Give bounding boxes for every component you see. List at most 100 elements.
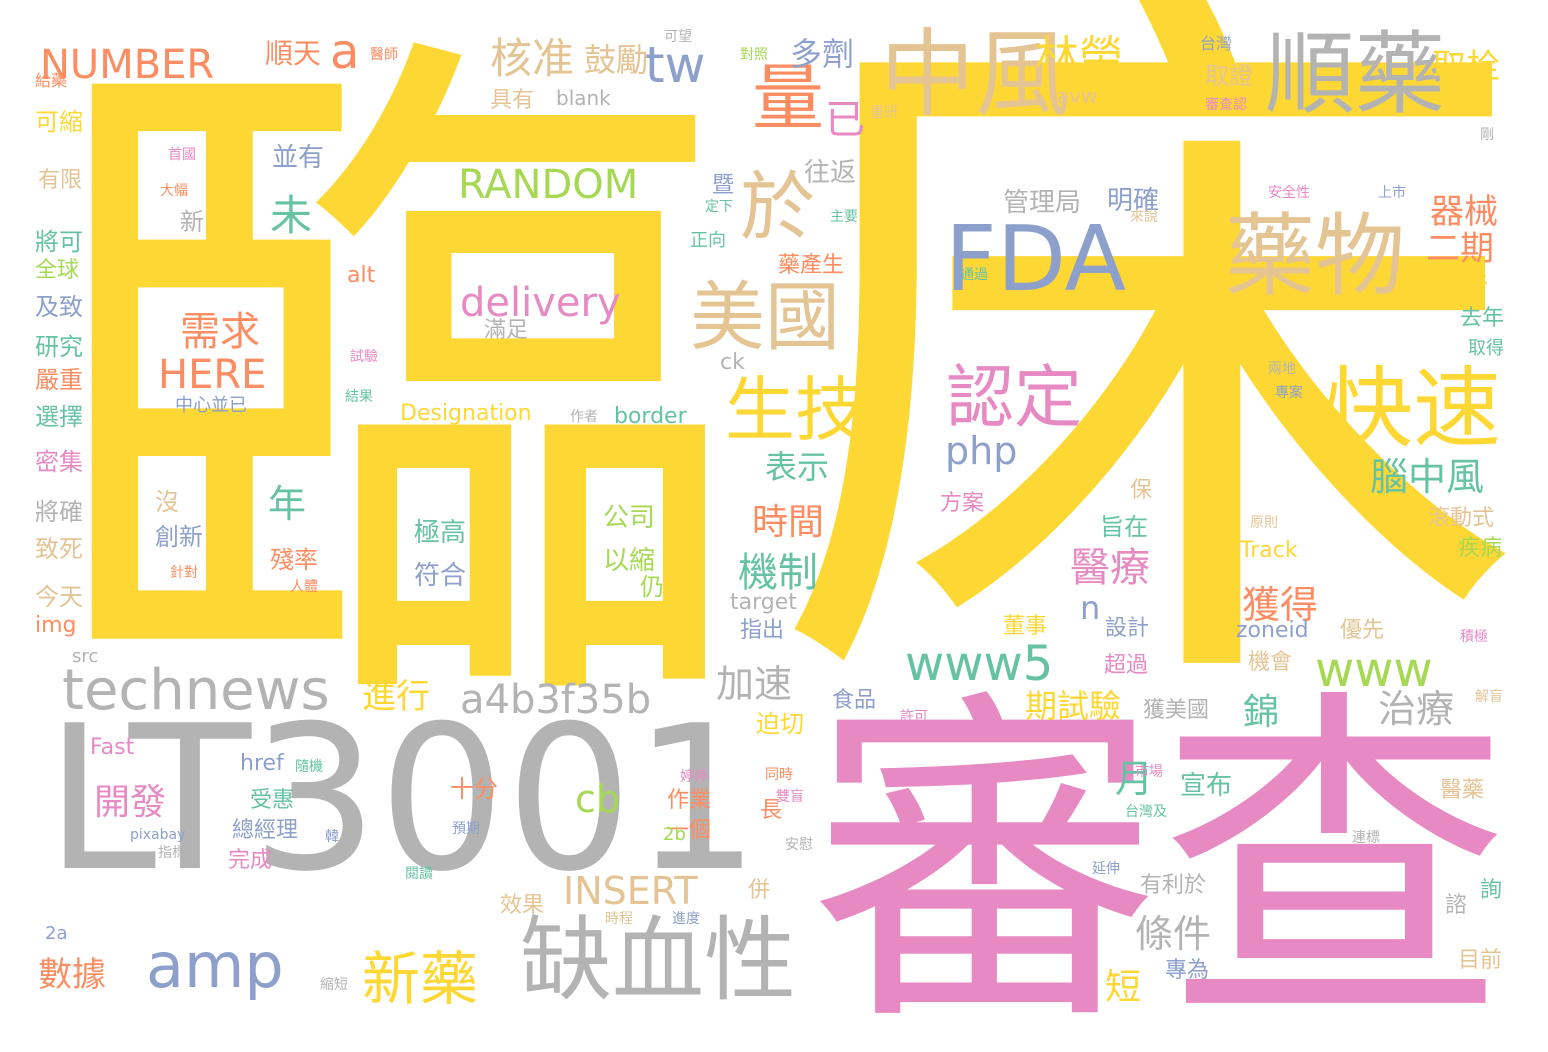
cloud-word: 指出 [740, 618, 785, 643]
cloud-word: border [614, 404, 687, 429]
cloud-word: www [1315, 642, 1433, 698]
cloud-word: 公司 [603, 503, 656, 533]
cloud-word: 期試驗 [1025, 687, 1122, 725]
cloud-word: 生技 [725, 369, 865, 451]
cloud-word: 滾動式 [1428, 506, 1495, 531]
cloud-word: 於 [740, 163, 816, 251]
cloud-word: 暨 [712, 173, 735, 198]
cloud-word: 解盲 [1475, 689, 1503, 705]
cloud-word: href [240, 751, 284, 776]
cloud-word: 專案 [1275, 385, 1303, 401]
cloud-word: 需求 [180, 309, 260, 355]
cloud-word: LT3001 [45, 683, 761, 916]
cloud-word: 藥物 [1225, 204, 1405, 309]
cloud-word: 許可 [900, 709, 928, 725]
cloud-word: 安慰 [785, 837, 813, 853]
cloud-word: 併 [748, 878, 771, 903]
cloud-word: 認定 [946, 359, 1083, 438]
cloud-word: 量 [752, 56, 825, 140]
cloud-word: 目前 [1458, 948, 1503, 973]
cloud-word: 安全性 [1268, 185, 1310, 201]
cloud-word: target [730, 590, 797, 615]
cloud-word: 中心並已 [175, 395, 247, 416]
cloud-word: 有利於 [1140, 873, 1207, 898]
cloud-word: 腦中風 [1370, 455, 1485, 499]
cloud-word: amp [146, 929, 284, 1002]
cloud-word: FDA [945, 207, 1127, 312]
cloud-word: 表示 [765, 448, 830, 486]
cloud-word: 將確 [35, 498, 83, 526]
cloud-word: 隨機 [295, 759, 323, 775]
cloud-word: ck [720, 350, 745, 375]
cloud-word: 時間 [752, 502, 825, 543]
cloud-word: 並有 [272, 143, 325, 173]
cloud-word: 針對 [170, 565, 198, 581]
cloud-word: 器械 [1430, 192, 1498, 232]
cloud-word: 創新 [155, 523, 203, 551]
cloud-word: cb [575, 777, 621, 821]
cloud-word: 未 [270, 191, 313, 240]
cloud-word: Designation [400, 401, 532, 426]
cloud-word: 已 [825, 97, 865, 143]
cloud-word: RANDOM [458, 162, 639, 208]
cloud-word: 開發 [94, 782, 167, 823]
cloud-word: 給藥 [35, 71, 68, 90]
cloud-word: 取栓 [1432, 47, 1500, 87]
cloud-word: 核准 [490, 34, 575, 83]
cloud-word: 致死 [35, 535, 83, 563]
cloud-word: www5 [905, 636, 1054, 692]
cloud-word: Track [1240, 538, 1298, 563]
cloud-word: 2b [663, 824, 686, 845]
cloud-word: 來說 [1130, 209, 1158, 225]
cloud-word: pixabay [130, 827, 186, 843]
cloud-word: avw [1057, 84, 1098, 108]
cloud-word: 原則 [1250, 515, 1278, 531]
cloud-word: 婷婷 [680, 769, 708, 785]
cloud-word: 超過 [1104, 653, 1149, 678]
cloud-word: 可縮 [35, 108, 83, 136]
cloud-word: 文件 [1440, 268, 1488, 296]
cloud-word: 數據 [38, 955, 106, 995]
cloud-word: 二期 [1426, 229, 1494, 269]
cloud-word: technews [62, 658, 330, 723]
cloud-word: 獲得 [1242, 583, 1319, 627]
cloud-word: 雙盲 [776, 789, 804, 805]
cloud-word: 獲美國 [1143, 698, 1210, 723]
cloud-word: 林榮 [1035, 32, 1123, 83]
cloud-word: 順天 [265, 37, 322, 70]
cloud-word: 研究 [35, 333, 83, 361]
cloud-word: 董事 [1003, 614, 1048, 639]
cloud-word: 滿足 [484, 318, 529, 343]
cloud-word: 月 [1115, 757, 1154, 801]
cloud-word: 有限 [38, 168, 83, 193]
cloud-word: 旨在 [1100, 513, 1148, 541]
cloud-word: 韓 [325, 829, 339, 845]
cloud-word: 首國 [168, 147, 196, 163]
cloud-word: alt [347, 263, 376, 288]
cloud-word: 治療 [1378, 687, 1455, 731]
cloud-word: php [945, 429, 1018, 473]
cloud-word: 殘率 [270, 546, 318, 574]
cloud-word: 極高 [414, 518, 467, 548]
cloud-word: delivery [460, 280, 621, 326]
cloud-word: a [330, 24, 360, 80]
cloud-word: 醫藥 [1440, 778, 1485, 803]
cloud-word: 專為 [1165, 958, 1210, 983]
cloud-word: 試驗 [350, 349, 378, 365]
cloud-word: 鼓勵 [584, 41, 649, 79]
cloud-word: 審查 [810, 661, 1510, 1052]
cloud-word: 去年 [1460, 306, 1505, 331]
cloud-word: 以縮 [603, 546, 656, 576]
cloud-word: 台灣 [1200, 34, 1233, 53]
cloud-word: 具有 [490, 88, 535, 113]
cloud-word: 總經理 [232, 818, 299, 843]
cloud-word: 食品 [832, 688, 877, 713]
cloud-word: 十分 [450, 775, 498, 803]
cloud-word: 優先 [1340, 618, 1385, 643]
cloud-word: 效果 [500, 893, 545, 918]
cloud-word: 積極 [1460, 629, 1488, 645]
cloud-word: src [72, 646, 99, 667]
cloud-word: 受惠 [250, 788, 295, 813]
cloud-word: 2a [45, 923, 68, 944]
